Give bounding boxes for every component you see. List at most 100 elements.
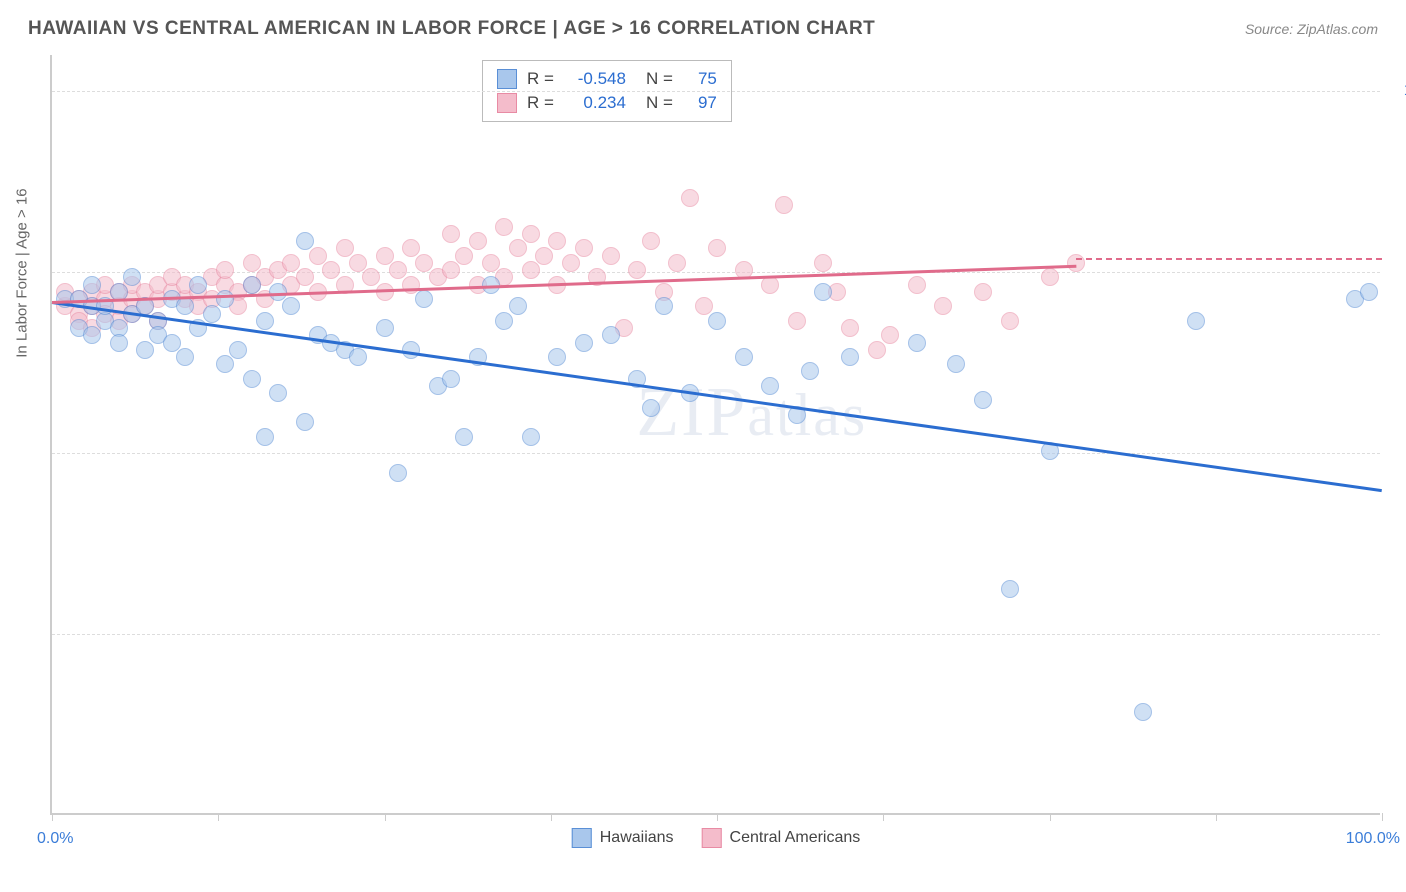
legend-item: Central Americans [702, 828, 861, 848]
y-axis-label: In Labor Force | Age > 16 [14, 188, 31, 357]
scatter-point [442, 261, 460, 279]
x-axis-max-label: 100.0% [1346, 830, 1400, 848]
stat-r-label: R = [527, 93, 554, 113]
scatter-point [947, 355, 965, 373]
scatter-point [216, 355, 234, 373]
scatter-point [522, 261, 540, 279]
scatter-point [402, 341, 420, 359]
scatter-point [376, 247, 394, 265]
scatter-point [1001, 312, 1019, 330]
stat-n-label: N = [646, 93, 673, 113]
scatter-point [269, 384, 287, 402]
x-tick [1216, 813, 1217, 821]
stat-n-value: 75 [683, 69, 717, 89]
x-axis-min-label: 0.0% [37, 830, 73, 848]
scatter-point [668, 254, 686, 272]
scatter-point [336, 239, 354, 257]
scatter-point [123, 268, 141, 286]
scatter-point [243, 254, 261, 272]
scatter-point [788, 312, 806, 330]
scatter-point [548, 348, 566, 366]
scatter-point [642, 232, 660, 250]
scatter-point [735, 348, 753, 366]
y-tick-label: 50.0% [1388, 444, 1406, 462]
scatter-point [243, 276, 261, 294]
legend: Hawaiians Central Americans [572, 828, 861, 848]
scatter-point [522, 225, 540, 243]
scatter-point [256, 312, 274, 330]
stat-r-value: -0.548 [564, 69, 626, 89]
scatter-point [642, 399, 660, 417]
scatter-point [136, 341, 154, 359]
gridline [52, 634, 1380, 635]
y-tick-label: 100.0% [1388, 82, 1406, 100]
scatter-point [841, 319, 859, 337]
scatter-point [389, 464, 407, 482]
y-tick-label: 75.0% [1388, 263, 1406, 281]
x-tick [1382, 813, 1383, 821]
trend-line-dashed [1076, 258, 1382, 260]
scatter-point [761, 377, 779, 395]
chart-title: HAWAIIAN VS CENTRAL AMERICAN IN LABOR FO… [28, 18, 875, 40]
scatter-point [376, 319, 394, 337]
scatter-point [176, 297, 194, 315]
y-tick-label: 25.0% [1388, 625, 1406, 643]
scatter-point [256, 428, 274, 446]
scatter-point [655, 297, 673, 315]
legend-label: Hawaiians [600, 829, 674, 847]
scatter-point [1067, 254, 1085, 272]
scatter-point [296, 268, 314, 286]
scatter-point [415, 254, 433, 272]
scatter-point [282, 297, 300, 315]
scatter-point [309, 247, 327, 265]
scatter-point [415, 290, 433, 308]
scatter-point [495, 218, 513, 236]
scatter-point [469, 232, 487, 250]
scatter-point [509, 297, 527, 315]
stat-n-value: 97 [683, 93, 717, 113]
scatter-point [1001, 580, 1019, 598]
scatter-point [455, 428, 473, 446]
gridline [52, 272, 1380, 273]
stat-r-label: R = [527, 69, 554, 89]
scatter-point [349, 348, 367, 366]
scatter-point [628, 261, 646, 279]
x-tick [52, 813, 53, 821]
stats-row: R =-0.548N =75 [497, 67, 717, 91]
scatter-point [216, 261, 234, 279]
scatter-point [801, 362, 819, 380]
scatter-point [83, 276, 101, 294]
x-tick [218, 813, 219, 821]
scatter-point [522, 428, 540, 446]
scatter-point [389, 261, 407, 279]
scatter-point [189, 276, 207, 294]
x-tick [883, 813, 884, 821]
scatter-point [548, 232, 566, 250]
scatter-point [535, 247, 553, 265]
scatter-point [176, 348, 194, 366]
scatter-point [442, 370, 460, 388]
scatter-point [841, 348, 859, 366]
scatter-point [708, 239, 726, 257]
legend-swatch [572, 828, 592, 848]
scatter-point [203, 305, 221, 323]
scatter-point [974, 391, 992, 409]
scatter-point [322, 261, 340, 279]
scatter-point [1041, 268, 1059, 286]
scatter-point [868, 341, 886, 359]
scatter-point [482, 254, 500, 272]
x-tick [717, 813, 718, 821]
scatter-point [229, 341, 247, 359]
scatter-point [695, 297, 713, 315]
scatter-point [83, 326, 101, 344]
scatter-point [881, 326, 899, 344]
scatter-point [509, 239, 527, 257]
scatter-point [362, 268, 380, 286]
scatter-point [495, 312, 513, 330]
scatter-point [163, 334, 181, 352]
scatter-point [681, 189, 699, 207]
scatter-point [575, 239, 593, 257]
scatter-point [562, 254, 580, 272]
scatter-point [455, 247, 473, 265]
scatter-point [814, 283, 832, 301]
